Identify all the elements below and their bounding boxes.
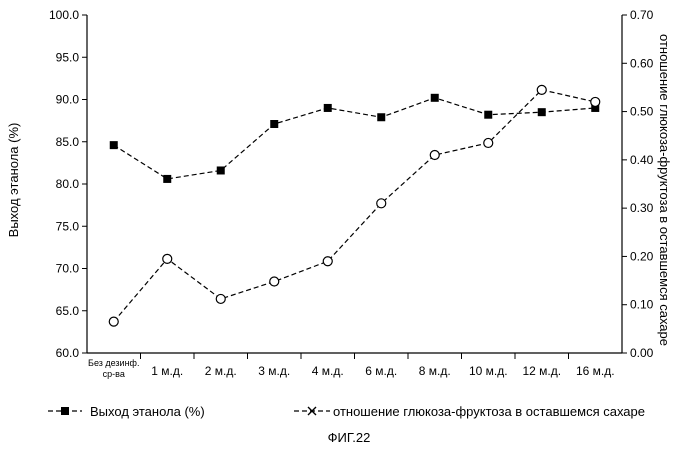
x-tick-label: 1 м.д. [151, 364, 183, 378]
y2-tick-label: 0.20 [630, 249, 654, 263]
data-point-ratio [484, 138, 493, 147]
y2-tick-label: 0.00 [630, 346, 654, 360]
y2-tick-label: 0.70 [630, 8, 654, 22]
data-point-ethanol [484, 111, 492, 119]
y-tick-label: 100.0 [49, 8, 79, 22]
data-point-ethanol [163, 175, 171, 183]
x-tick-label: 10 м.д. [469, 364, 508, 378]
x-tick-label: 12 м.д. [522, 364, 561, 378]
legend-item-ratio: отношение глюкоза-фруктоза в оставшемся … [294, 404, 645, 419]
data-point-ratio [591, 97, 600, 106]
y-tick-label: 65.0 [56, 304, 80, 318]
x-tick-label: 4 м.д. [312, 364, 344, 378]
legend-label-ethanol: Выход этанола (%) [90, 404, 205, 419]
y-tick-label: 90.0 [56, 93, 80, 107]
figure-label: ФИГ.22 [328, 430, 371, 445]
y-tick-label: 85.0 [56, 135, 80, 149]
data-point-ratio [109, 317, 118, 326]
x-tick-label: 2 м.д. [205, 364, 237, 378]
y2-tick-label: 0.30 [630, 201, 654, 215]
data-point-ethanol [217, 166, 225, 174]
legend: Выход этанола (%) отношение глюкоза-фрук… [48, 404, 645, 419]
y2-tick-label: 0.10 [630, 298, 654, 312]
data-point-ethanol [538, 108, 546, 116]
x-tick-label: 6 м.д. [365, 364, 397, 378]
x-tick-label: 8 м.д. [419, 364, 451, 378]
x-tick-label: Без дезинф.ср-ва [88, 358, 139, 379]
legend-label-ratio: отношение глюкоза-фруктоза в оставшемся … [333, 404, 645, 419]
data-point-ethanol [431, 94, 439, 102]
data-point-ethanol [110, 141, 118, 149]
legend-item-ethanol: Выход этанола (%) [48, 404, 205, 419]
data-point-ratio [216, 294, 225, 303]
data-point-ethanol [324, 104, 332, 112]
x-tick-label: 16 м.д. [576, 364, 615, 378]
chart-axes: 60.0 65.0 70.0 75.0 80.0 85.0 90.0 95.0 100.0 0.0… [49, 8, 654, 379]
y-tick-label: 80.0 [56, 177, 80, 191]
chart-series [109, 85, 600, 326]
y-axis-title: Выход этанола (%) [6, 123, 21, 238]
y2-tick-label: 0.40 [630, 153, 654, 167]
y2-axis-title: отношение глюкоза-фруктоза в оставшемся … [657, 34, 672, 346]
data-point-ratio [270, 277, 279, 286]
data-point-ethanol [377, 113, 385, 121]
legend-marker-square [61, 407, 69, 415]
data-point-ratio [377, 199, 386, 208]
series-line-ethanol [114, 98, 596, 179]
data-point-ratio [430, 151, 439, 160]
y2-tick-label: 0.60 [630, 56, 654, 70]
x-tick-label: 3 м.д. [258, 364, 290, 378]
data-point-ratio [163, 254, 172, 263]
series-line-ratio [114, 90, 596, 322]
y-tick-label: 60.0 [56, 346, 80, 360]
y-tick-label: 95.0 [56, 50, 80, 64]
y-tick-label: 70.0 [56, 262, 80, 276]
data-point-ratio [323, 257, 332, 266]
y-tick-label: 75.0 [56, 219, 80, 233]
data-point-ratio [537, 85, 546, 94]
data-point-ethanol [270, 120, 278, 128]
y2-tick-label: 0.50 [630, 105, 654, 119]
